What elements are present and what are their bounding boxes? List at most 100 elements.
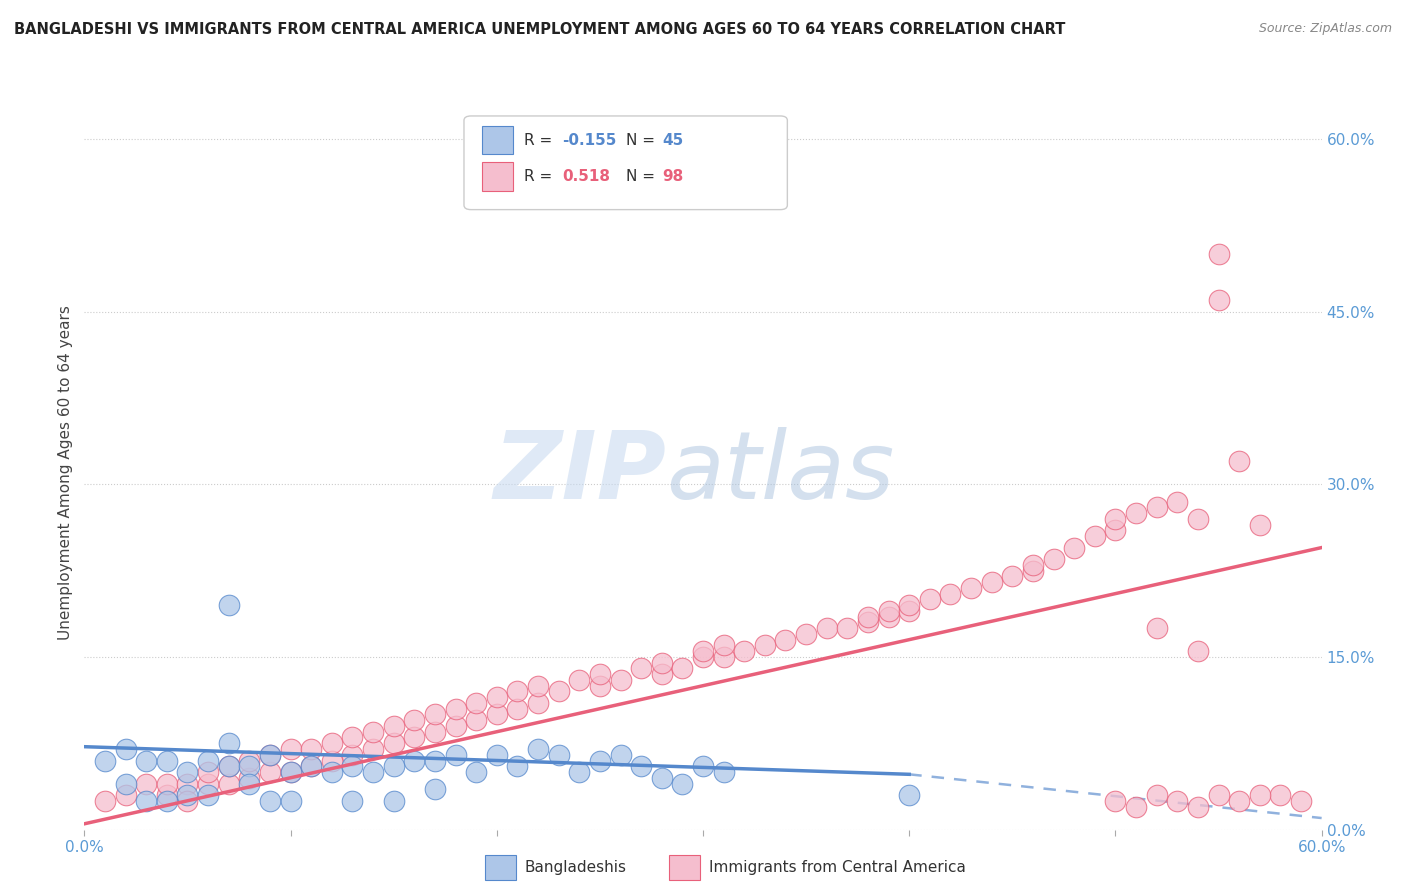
Point [176, 788, 198, 802]
Text: -0.155: -0.155 [562, 133, 617, 147]
Text: 98: 98 [662, 169, 683, 184]
Point [382, 719, 405, 733]
Point [361, 764, 384, 779]
Point [404, 731, 426, 745]
Point [485, 747, 508, 762]
Point [877, 609, 900, 624]
Point [361, 742, 384, 756]
Point [197, 754, 219, 768]
Text: R =: R = [524, 169, 562, 184]
Point [671, 776, 693, 790]
Point [156, 776, 179, 790]
Point [404, 754, 426, 768]
Point [898, 788, 921, 802]
Text: 45: 45 [662, 133, 683, 147]
Point [135, 776, 157, 790]
Point [630, 759, 652, 773]
Point [960, 581, 983, 595]
Point [342, 731, 364, 745]
Point [465, 713, 488, 727]
Point [1289, 794, 1312, 808]
Point [1249, 517, 1271, 532]
Point [877, 604, 900, 618]
Point [1022, 564, 1045, 578]
Point [465, 696, 488, 710]
Point [775, 632, 797, 647]
Point [754, 639, 776, 653]
Point [651, 656, 673, 670]
Point [114, 742, 136, 756]
Point [259, 794, 281, 808]
Point [671, 661, 693, 675]
Point [238, 776, 260, 790]
Point [1084, 529, 1107, 543]
Point [382, 759, 405, 773]
Point [342, 747, 364, 762]
Point [1022, 558, 1045, 572]
Point [1270, 788, 1292, 802]
Point [156, 788, 179, 802]
Point [342, 759, 364, 773]
Point [259, 747, 281, 762]
Point [280, 794, 302, 808]
Point [713, 764, 735, 779]
Point [423, 724, 446, 739]
Point [1104, 794, 1126, 808]
Point [299, 759, 322, 773]
Point [176, 776, 198, 790]
Point [506, 702, 529, 716]
Point [423, 782, 446, 797]
Point [1125, 506, 1147, 520]
Point [259, 747, 281, 762]
Point [1146, 500, 1168, 515]
Point [218, 759, 240, 773]
Text: Immigrants from Central America: Immigrants from Central America [709, 860, 966, 874]
Point [1166, 494, 1188, 508]
Point [176, 794, 198, 808]
Point [713, 649, 735, 664]
Point [1187, 644, 1209, 658]
Point [609, 673, 631, 687]
Text: R =: R = [524, 133, 558, 147]
Point [444, 747, 467, 762]
Point [589, 754, 612, 768]
Point [568, 673, 591, 687]
Point [1227, 794, 1250, 808]
Point [1187, 512, 1209, 526]
Point [444, 719, 467, 733]
Point [218, 776, 240, 790]
Point [1001, 569, 1024, 583]
Point [423, 707, 446, 722]
Point [1187, 799, 1209, 814]
Point [218, 598, 240, 612]
Point [1104, 512, 1126, 526]
Point [589, 679, 612, 693]
Point [837, 621, 859, 635]
Point [114, 776, 136, 790]
Point [733, 644, 755, 658]
Point [815, 621, 838, 635]
Point [238, 759, 260, 773]
Point [299, 742, 322, 756]
Point [980, 575, 1002, 590]
Point [114, 788, 136, 802]
Point [898, 604, 921, 618]
Point [485, 707, 508, 722]
Point [465, 764, 488, 779]
Point [1125, 799, 1147, 814]
Point [238, 771, 260, 785]
Point [651, 667, 673, 681]
Point [1227, 454, 1250, 468]
Point [856, 615, 879, 630]
Text: atlas: atlas [666, 427, 894, 518]
Point [94, 794, 117, 808]
Point [898, 598, 921, 612]
Point [176, 764, 198, 779]
Point [527, 679, 550, 693]
Point [1208, 788, 1230, 802]
Point [609, 747, 631, 762]
Point [1249, 788, 1271, 802]
Point [547, 747, 569, 762]
Point [280, 742, 302, 756]
Point [444, 702, 467, 716]
